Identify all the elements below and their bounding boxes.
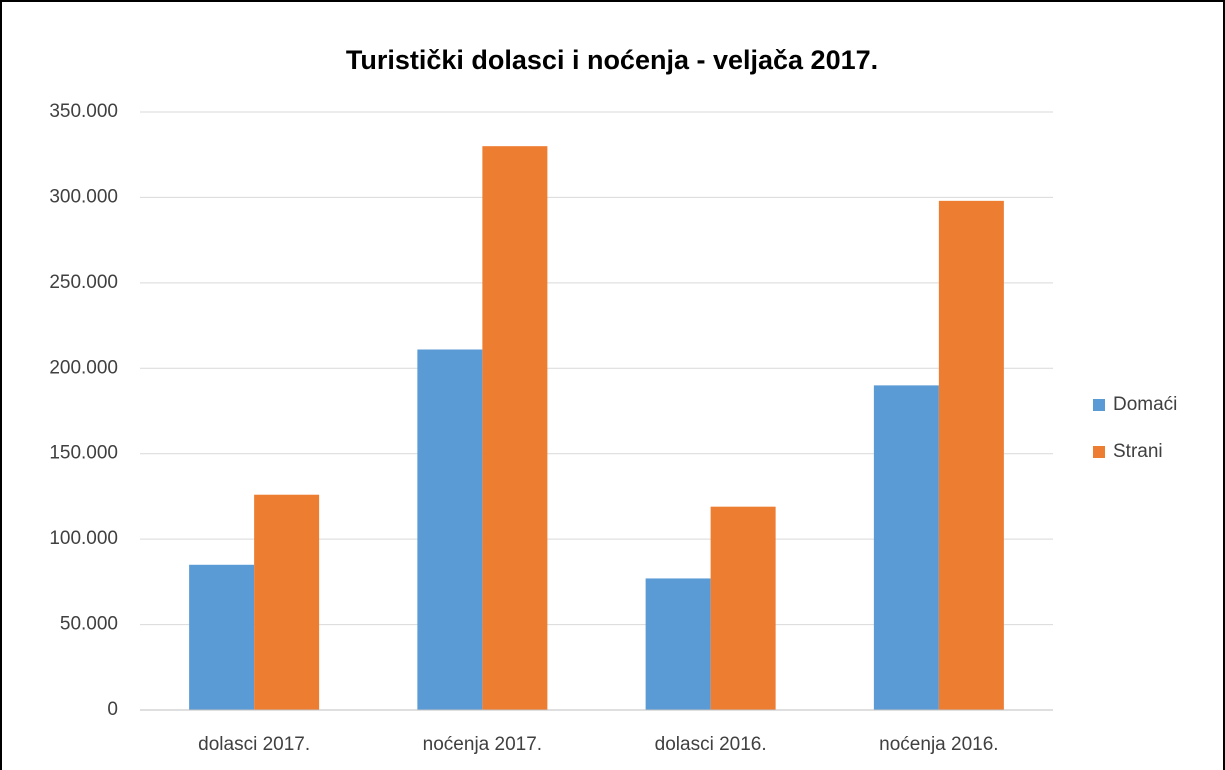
x-tick-label: noćenja 2017.: [423, 734, 542, 755]
x-tick-label: dolasci 2016.: [655, 734, 767, 755]
bar: [254, 494, 320, 710]
x-tick-label: noćenja 2016.: [879, 734, 998, 755]
bar: [189, 564, 255, 710]
y-tick-label: 350.000: [49, 101, 118, 122]
bar: [938, 200, 1004, 711]
bar: [873, 385, 939, 710]
bar: [645, 578, 711, 710]
bar: [417, 349, 483, 710]
y-tick-label: 250.000: [49, 272, 118, 293]
y-tick-label: 200.000: [49, 357, 118, 378]
bar: [710, 506, 776, 710]
legend-swatch: [1093, 446, 1105, 458]
bar: [482, 146, 548, 710]
y-tick-label: 150.000: [49, 443, 118, 464]
legend-label: Domaći: [1113, 394, 1177, 415]
legend-label: Strani: [1113, 441, 1163, 462]
y-tick-label: 0: [107, 699, 118, 720]
x-tick-label: dolasci 2017.: [198, 734, 310, 755]
chart-title: Turistički dolasci i noćenja - veljača 2…: [346, 45, 878, 75]
y-tick-label: 100.000: [49, 528, 118, 549]
y-tick-label: 50.000: [60, 614, 118, 635]
legend-swatch: [1093, 399, 1105, 411]
y-tick-label: 300.000: [49, 186, 118, 207]
